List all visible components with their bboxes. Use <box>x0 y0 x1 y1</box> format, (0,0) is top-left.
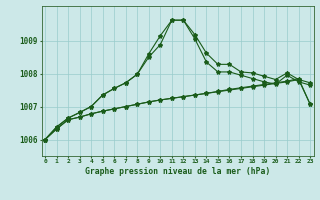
X-axis label: Graphe pression niveau de la mer (hPa): Graphe pression niveau de la mer (hPa) <box>85 167 270 176</box>
